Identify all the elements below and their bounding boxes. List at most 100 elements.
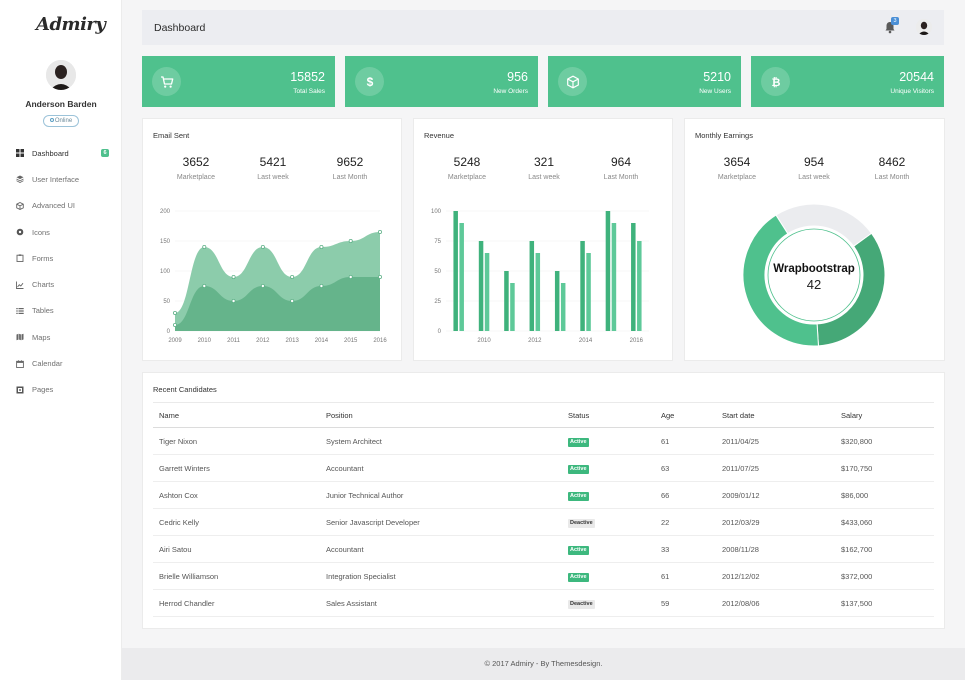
sidebar-item-label: Advanced UI bbox=[32, 201, 75, 211]
cube-icon bbox=[558, 67, 587, 96]
table-row[interactable]: Cedric Kelly Senior Javascript Developer D… bbox=[153, 508, 934, 536]
revenue-bar bbox=[580, 241, 585, 331]
header-avatar[interactable] bbox=[916, 19, 932, 35]
table-cell: Active bbox=[562, 562, 655, 590]
status-badge: Active bbox=[568, 491, 589, 501]
column-header-position[interactable]: Position bbox=[320, 402, 562, 428]
y-tick-label: 50 bbox=[434, 269, 441, 275]
y-tick-label: 0 bbox=[167, 329, 171, 335]
sidebar-item-user-interface[interactable]: User Interface bbox=[0, 166, 122, 192]
kpi-value: 5248 bbox=[453, 155, 481, 169]
y-tick-label: 100 bbox=[431, 209, 442, 215]
stat-card-new-orders[interactable]: $956 New Orders bbox=[345, 56, 538, 107]
stat-card-unique-visitors[interactable]: ₿ 20544 Unique Visitors bbox=[751, 56, 944, 107]
table-row[interactable]: Ashton Cox Junior Technical Author Active 6… bbox=[153, 481, 934, 509]
x-tick-label: 2010 bbox=[198, 338, 212, 344]
data-point bbox=[172, 322, 177, 327]
sidebar-item-pages[interactable]: Pages bbox=[0, 377, 122, 403]
data-point bbox=[290, 274, 295, 279]
panel-title: Monthly Earnings bbox=[695, 131, 753, 140]
table-row[interactable]: Brielle Williamson Integration Specialist… bbox=[153, 562, 934, 590]
table-cell: Integration Specialist bbox=[320, 562, 562, 590]
y-tick-label: 100 bbox=[160, 269, 171, 275]
status-badge: Active bbox=[568, 572, 589, 582]
table-cell: 61 bbox=[655, 427, 716, 455]
table-row[interactable]: Garrett Winters Accountant Active 63 2011/07… bbox=[153, 454, 934, 482]
table-row[interactable]: Tiger Nixon System Architect Active 61 2011/… bbox=[153, 427, 934, 455]
table-cell: Brielle Williamson bbox=[153, 562, 320, 590]
kpi-value: 8462 bbox=[878, 155, 906, 169]
topbar: Dashboard 3 bbox=[142, 10, 944, 45]
sidebar-item-tables[interactable]: Tables bbox=[0, 298, 122, 324]
y-tick-label: 75 bbox=[434, 239, 441, 245]
table-cell: 2012/12/02 bbox=[716, 562, 835, 590]
data-point bbox=[290, 298, 295, 303]
sidebar-item-forms[interactable]: Forms bbox=[0, 245, 122, 271]
table-cell: 63 bbox=[655, 454, 716, 482]
revenue-bar bbox=[560, 283, 566, 331]
notification-count-badge: 3 bbox=[891, 17, 899, 25]
table-cell: Sales Assistant bbox=[320, 589, 562, 617]
user-name: Anderson Barden bbox=[25, 99, 97, 109]
sidebar-item-icons[interactable]: Icons bbox=[0, 219, 122, 245]
table-cell: 2011/07/25 bbox=[716, 454, 835, 482]
table-row[interactable]: Herrod Chandler Sales Assistant Deactive 59… bbox=[153, 589, 934, 617]
table-cell: 66 bbox=[655, 481, 716, 509]
table-cell: Ashton Cox bbox=[153, 481, 320, 509]
table-title: Recent Candidates bbox=[153, 385, 217, 394]
revenue-bar bbox=[554, 271, 560, 331]
column-header-name[interactable]: Name bbox=[153, 402, 320, 428]
revenue-bar bbox=[605, 211, 611, 331]
sidebar-item-charts[interactable]: Charts bbox=[0, 271, 122, 297]
svg-text:₿: ₿ bbox=[771, 76, 780, 89]
table-cell: Active bbox=[562, 454, 655, 482]
x-tick-label: 2016 bbox=[630, 338, 644, 344]
clipboard-icon bbox=[16, 254, 24, 263]
stat-card-total-sales[interactable]: 15852 Total Sales bbox=[142, 56, 335, 107]
status-badge: Active bbox=[568, 437, 589, 447]
sidebar-item-badge: 6 bbox=[101, 149, 109, 157]
status-badge: Online bbox=[43, 115, 79, 127]
revenue-bar bbox=[510, 283, 515, 331]
sidebar-item-dashboard[interactable]: Dashboard 6 bbox=[0, 140, 122, 166]
data-point bbox=[260, 245, 265, 250]
app-logo[interactable]: Admiry bbox=[36, 14, 106, 35]
kpi-label: Last Month bbox=[332, 174, 368, 181]
dollar-icon: $ bbox=[355, 67, 384, 96]
column-header-salary[interactable]: Salary bbox=[835, 402, 934, 428]
data-point bbox=[231, 274, 236, 279]
table-cell: Active bbox=[562, 535, 655, 563]
table-cell: Accountant bbox=[320, 535, 562, 563]
kpi-last-week: 5421 Last week bbox=[238, 155, 308, 181]
sidebar-item-label: Maps bbox=[32, 332, 51, 342]
column-header-age[interactable]: Age bbox=[655, 402, 716, 428]
sidebar-item-maps[interactable]: Maps bbox=[0, 324, 122, 350]
y-tick-label: 0 bbox=[438, 329, 442, 335]
footer: © 2017 Admiry - By Themesdesign. bbox=[122, 648, 965, 680]
stat-card-new-users[interactable]: 5210 New Users bbox=[548, 56, 741, 107]
table-cell: Cedric Kelly bbox=[153, 508, 320, 536]
table-cell: 2011/04/25 bbox=[716, 427, 835, 455]
x-tick-label: 2012 bbox=[256, 338, 270, 344]
x-tick-label: 2011 bbox=[227, 338, 241, 344]
y-tick-label: 150 bbox=[160, 239, 171, 245]
revenue-bar bbox=[631, 223, 636, 331]
cube-icon bbox=[16, 201, 24, 210]
column-header-start-date[interactable]: Start date bbox=[716, 402, 835, 428]
status-badge: Deactive bbox=[568, 599, 595, 609]
table-row[interactable]: Airi Satou Accountant Active 33 2008/11/28 $1… bbox=[153, 535, 934, 563]
kpi-label: Marketplace bbox=[447, 174, 487, 181]
table-cell: 2012/03/29 bbox=[716, 508, 835, 536]
sidebar-item-calendar[interactable]: Calendar bbox=[0, 350, 122, 376]
x-tick-label: 2016 bbox=[373, 338, 387, 344]
table-cell: 2008/11/28 bbox=[716, 535, 835, 563]
kpi-value: 5421 bbox=[259, 155, 287, 169]
sidebar-item-advanced-ui[interactable]: Advanced UI bbox=[0, 193, 122, 219]
column-header-status[interactable]: Status bbox=[562, 402, 655, 428]
monthly-earnings-donut-chart: Wrapbootstrap 42 bbox=[742, 203, 886, 347]
donut-slice bbox=[816, 232, 886, 347]
kpi-last-month: 8462 Last Month bbox=[857, 155, 927, 181]
table-cell: Tiger Nixon bbox=[153, 427, 320, 455]
user-avatar[interactable] bbox=[46, 60, 76, 90]
table-cell: System Architect bbox=[320, 427, 562, 455]
